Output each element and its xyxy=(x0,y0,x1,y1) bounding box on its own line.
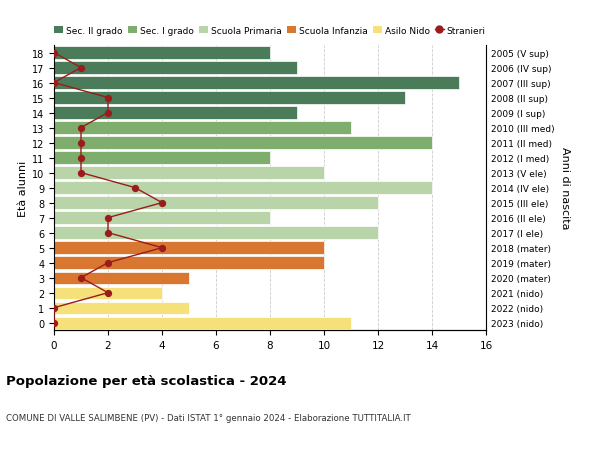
Text: COMUNE DI VALLE SALIMBENE (PV) - Dati ISTAT 1° gennaio 2024 - Elaborazione TUTTI: COMUNE DI VALLE SALIMBENE (PV) - Dati IS… xyxy=(6,413,411,422)
Bar xyxy=(54,152,270,164)
Legend: Sec. II grado, Sec. I grado, Scuola Primaria, Scuola Infanzia, Asilo Nido, Stran: Sec. II grado, Sec. I grado, Scuola Prim… xyxy=(55,27,485,36)
Point xyxy=(103,259,113,267)
Point xyxy=(103,214,113,222)
Point xyxy=(157,245,167,252)
Bar xyxy=(54,287,162,299)
Bar xyxy=(54,107,297,119)
Point xyxy=(130,185,140,192)
Bar xyxy=(54,242,324,254)
Point xyxy=(76,274,86,282)
Bar xyxy=(54,122,351,134)
Bar xyxy=(54,272,189,284)
Point xyxy=(76,155,86,162)
Bar xyxy=(54,317,351,329)
Bar xyxy=(54,137,432,149)
Point xyxy=(157,200,167,207)
Point xyxy=(76,169,86,177)
Point xyxy=(103,289,113,297)
Point xyxy=(76,140,86,147)
Y-axis label: Anni di nascita: Anni di nascita xyxy=(560,147,570,230)
Point xyxy=(103,95,113,102)
Point xyxy=(76,65,86,72)
Bar xyxy=(54,47,270,60)
Bar xyxy=(54,257,324,269)
Text: Popolazione per età scolastica - 2024: Popolazione per età scolastica - 2024 xyxy=(6,374,287,387)
Bar xyxy=(54,182,432,194)
Point xyxy=(103,230,113,237)
Bar xyxy=(54,197,378,209)
Point xyxy=(103,110,113,117)
Bar xyxy=(54,167,324,179)
Point xyxy=(49,50,59,57)
Y-axis label: Età alunni: Età alunni xyxy=(18,160,28,216)
Bar xyxy=(54,62,297,74)
Bar xyxy=(54,77,459,90)
Point xyxy=(49,304,59,312)
Bar xyxy=(54,212,270,224)
Point xyxy=(49,319,59,327)
Bar xyxy=(54,92,405,105)
Bar xyxy=(54,227,378,239)
Point xyxy=(76,124,86,132)
Point xyxy=(49,80,59,87)
Bar xyxy=(54,302,189,314)
